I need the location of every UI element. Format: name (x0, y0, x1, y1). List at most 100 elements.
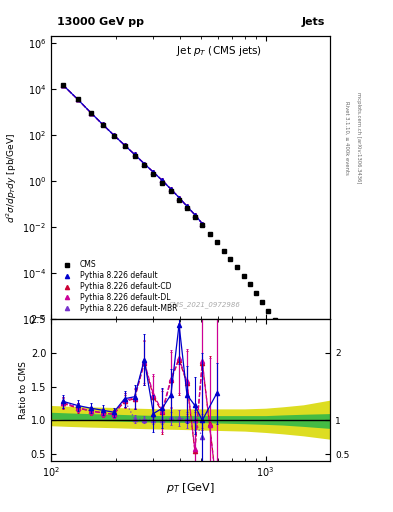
Pythia 8.226 default (111, 132, 116, 138)
CMS (61, 82, 66, 89)
Pythia 8.226 default-DL (185, 203, 189, 209)
Pythia 8.226 default-CD (61, 82, 66, 89)
Pythia 8.226 default (151, 169, 156, 175)
Y-axis label: $d^2\sigma/dp_Tdy\ \mathrm{[pb/GeV]}$: $d^2\sigma/dp_Tdy\ \mathrm{[pb/GeV]}$ (5, 133, 19, 223)
Pythia 8.226 default (100, 121, 105, 127)
CMS (88, 110, 93, 116)
Pythia 8.226 default (88, 110, 93, 116)
CMS (169, 188, 173, 195)
CMS (266, 308, 271, 314)
Line: Pythia 8.226 default: Pythia 8.226 default (61, 83, 204, 226)
Line: Pythia 8.226 default-DL: Pythia 8.226 default-DL (61, 83, 204, 226)
CMS (254, 290, 259, 296)
CMS (132, 153, 137, 159)
CMS (301, 371, 305, 377)
Pythia 8.226 default-MBR (122, 142, 127, 148)
Pythia 8.226 default-DL (160, 177, 165, 183)
Pythia 8.226 default-DL (142, 161, 147, 167)
CMS (75, 96, 80, 102)
CMS (248, 282, 252, 288)
Pythia 8.226 default-CD (151, 169, 156, 175)
CMS (100, 122, 105, 128)
Text: mcplots.cern.ch [arXiv:1306.3436]: mcplots.cern.ch [arXiv:1306.3436] (356, 93, 361, 184)
Text: Rivet 3.1.10, ≥ 400k events: Rivet 3.1.10, ≥ 400k events (344, 101, 349, 175)
Y-axis label: Ratio to CMS: Ratio to CMS (19, 361, 28, 419)
CMS (214, 239, 219, 245)
CMS (142, 162, 147, 168)
CMS (151, 171, 156, 177)
Pythia 8.226 default-DL (100, 121, 105, 127)
Text: Jet $p_T$ (CMS jets): Jet $p_T$ (CMS jets) (176, 45, 261, 58)
Pythia 8.226 default-CD (122, 142, 127, 148)
X-axis label: $p_T\ \mathrm{[GeV]}$: $p_T\ \mathrm{[GeV]}$ (166, 481, 215, 495)
Pythia 8.226 default-DL (88, 110, 93, 116)
Pythia 8.226 default-MBR (177, 195, 182, 201)
Pythia 8.226 default-DL (193, 211, 197, 218)
Pythia 8.226 default-CD (132, 152, 137, 158)
Pythia 8.226 default-MBR (132, 152, 137, 158)
Text: 13000 GeV pp: 13000 GeV pp (57, 17, 144, 27)
CMS (235, 264, 239, 270)
Pythia 8.226 default-DL (111, 132, 116, 138)
Pythia 8.226 default-MBR (151, 169, 156, 175)
Line: Pythia 8.226 default-MBR: Pythia 8.226 default-MBR (61, 83, 204, 226)
CMS (160, 180, 165, 186)
Pythia 8.226 default-MBR (111, 132, 116, 138)
Pythia 8.226 default-MBR (169, 186, 173, 192)
CMS (228, 256, 233, 262)
Pythia 8.226 default-CD (88, 110, 93, 116)
CMS (177, 197, 182, 203)
Pythia 8.226 default-CD (185, 203, 189, 209)
Pythia 8.226 default-MBR (61, 82, 66, 89)
Pythia 8.226 default-DL (61, 82, 66, 89)
Pythia 8.226 default-CD (169, 186, 173, 192)
Pythia 8.226 default-CD (200, 221, 205, 227)
Pythia 8.226 default-DL (132, 152, 137, 158)
Pythia 8.226 default (177, 195, 182, 201)
CMS (207, 231, 212, 237)
Pythia 8.226 default-MBR (142, 161, 147, 167)
Pythia 8.226 default (169, 186, 173, 192)
CMS (295, 358, 300, 364)
CMS (111, 133, 116, 139)
CMS (193, 214, 197, 220)
Pythia 8.226 default (193, 211, 197, 218)
Pythia 8.226 default-DL (200, 221, 205, 227)
CMS (284, 336, 288, 343)
Pythia 8.226 default-MBR (185, 203, 189, 209)
CMS (241, 273, 246, 279)
CMS (122, 143, 127, 150)
Pythia 8.226 default-MBR (100, 121, 105, 127)
Text: CMS_2021_0972986: CMS_2021_0972986 (169, 301, 241, 308)
Line: CMS: CMS (61, 83, 306, 377)
Pythia 8.226 default-MBR (75, 96, 80, 102)
Pythia 8.226 default (142, 161, 147, 167)
Pythia 8.226 default-CD (75, 96, 80, 102)
Legend: CMS, Pythia 8.226 default, Pythia 8.226 default-CD, Pythia 8.226 default-DL, Pyt: CMS, Pythia 8.226 default, Pythia 8.226 … (55, 258, 180, 315)
Pythia 8.226 default-CD (177, 195, 182, 201)
Pythia 8.226 default-CD (100, 121, 105, 127)
CMS (278, 327, 283, 333)
Pythia 8.226 default (61, 82, 66, 89)
CMS (260, 299, 265, 305)
Pythia 8.226 default-DL (122, 142, 127, 148)
Pythia 8.226 default-MBR (88, 110, 93, 116)
Pythia 8.226 default (160, 177, 165, 183)
CMS (290, 347, 294, 353)
Pythia 8.226 default-DL (151, 169, 156, 175)
Line: Pythia 8.226 default-CD: Pythia 8.226 default-CD (61, 83, 204, 226)
Pythia 8.226 default (75, 96, 80, 102)
Pythia 8.226 default (200, 221, 205, 227)
CMS (221, 247, 226, 253)
CMS (272, 317, 277, 324)
Pythia 8.226 default-MBR (200, 221, 205, 227)
Pythia 8.226 default (185, 203, 189, 209)
Pythia 8.226 default-CD (160, 177, 165, 183)
Pythia 8.226 default-MBR (160, 177, 165, 183)
Text: Jets: Jets (301, 17, 325, 27)
Pythia 8.226 default (122, 142, 127, 148)
Pythia 8.226 default (132, 152, 137, 158)
Pythia 8.226 default-MBR (193, 211, 197, 218)
Pythia 8.226 default-DL (169, 186, 173, 192)
CMS (200, 222, 205, 228)
